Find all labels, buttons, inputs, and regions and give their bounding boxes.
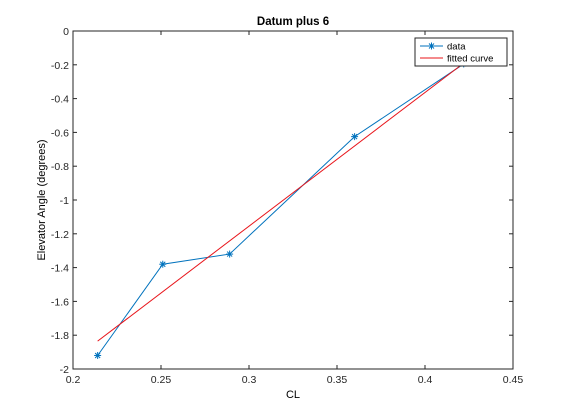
data-point-marker bbox=[159, 260, 167, 268]
x-axis-label: CL bbox=[286, 389, 300, 401]
x-tick-label: 0.4 bbox=[418, 374, 433, 386]
series-line-fitted-curve bbox=[97, 62, 465, 342]
y-tick-label: -0.8 bbox=[51, 161, 69, 173]
y-tick-label: 0 bbox=[63, 26, 69, 38]
y-tick-label: -1 bbox=[60, 195, 69, 207]
y-tick-label: -1.2 bbox=[51, 229, 69, 241]
y-tick-label: -2 bbox=[60, 364, 69, 376]
data-point-marker bbox=[226, 250, 234, 258]
y-tick-label: -1.8 bbox=[51, 330, 69, 342]
axes-box bbox=[72, 30, 514, 370]
y-tick-label: -0.2 bbox=[51, 60, 69, 72]
legend-box bbox=[414, 37, 508, 67]
x-tick-label: 0.25 bbox=[151, 374, 172, 386]
y-tick-label: -1.4 bbox=[51, 263, 69, 275]
y-tick-label: -0.4 bbox=[51, 94, 69, 106]
star-stroke bbox=[94, 352, 101, 359]
star-stroke bbox=[226, 251, 233, 257]
legend-label: fitted curve bbox=[447, 54, 493, 65]
x-tick-label: 0.35 bbox=[327, 374, 348, 386]
data-point-marker bbox=[351, 133, 359, 141]
y-axis-label: Elevator Angle (degrees) bbox=[36, 139, 48, 260]
star-stroke bbox=[351, 133, 358, 140]
x-tick-label: 0.45 bbox=[503, 374, 524, 386]
legend-marker bbox=[428, 42, 435, 50]
star-stroke bbox=[159, 261, 166, 268]
star-stroke bbox=[428, 43, 435, 49]
chart-title: Datum plus 6 bbox=[257, 16, 329, 28]
y-tick-label: -1.6 bbox=[51, 296, 69, 308]
data-point-marker bbox=[94, 351, 102, 359]
x-tick-label: 0.2 bbox=[66, 374, 81, 386]
plot-area: 0.2 0.25 0.3 0.35 0.4 0.45 0 -0.2 -0.4 -0.6 -0.8 -1… bbox=[51, 26, 523, 386]
x-tick-label: 0.3 bbox=[242, 374, 257, 386]
y-tick-label: -0.6 bbox=[51, 127, 69, 139]
legend-label: data bbox=[447, 42, 466, 53]
